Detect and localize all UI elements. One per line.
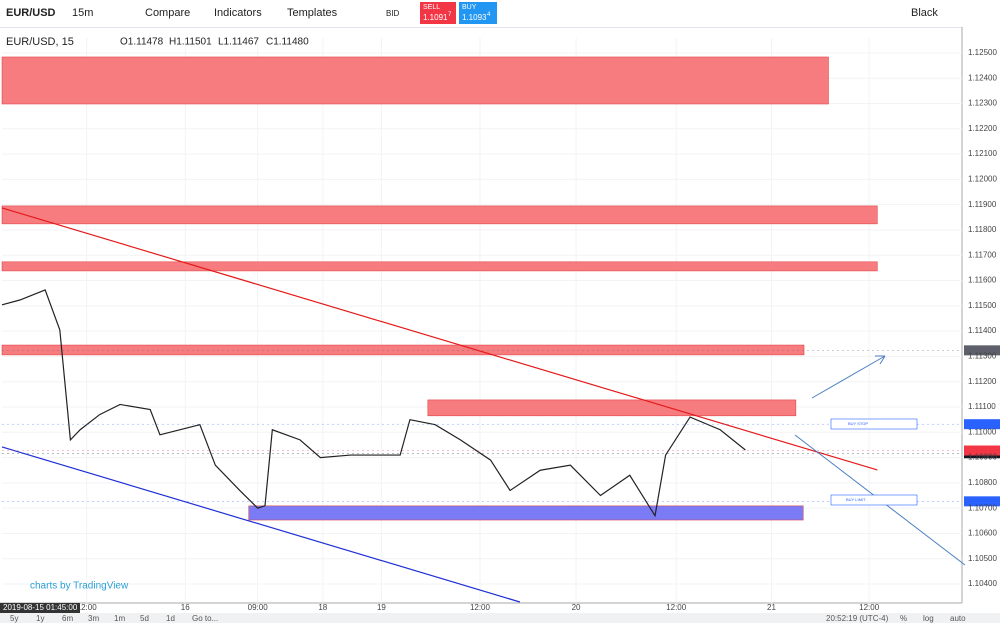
trend-line <box>1 207 878 471</box>
y-tick-label: 1.12400 <box>968 73 997 82</box>
x-tick-label: 12:00 <box>859 603 880 612</box>
y-tick-label: 1.12500 <box>968 48 997 57</box>
templates[interactable]: Templates <box>287 7 338 19</box>
x-tick-label: 18 <box>318 603 327 612</box>
y-tick-label: 1.12100 <box>968 149 997 158</box>
zone <box>427 399 797 417</box>
zone <box>1 205 878 225</box>
bottom-item[interactable]: % <box>900 614 908 623</box>
y-tick-label: 1.11600 <box>968 276 997 285</box>
y-tick-label: 1.10900 <box>968 453 997 462</box>
chart: 1.107271.109171.109281.110321.1132412:00… <box>0 27 1000 613</box>
x-tick-label: 12:00 <box>470 603 491 612</box>
trend-line <box>1 446 521 603</box>
zone <box>1 261 878 272</box>
x-tick-label: 16 <box>181 603 190 612</box>
interval[interactable]: 15m <box>72 7 94 19</box>
indicators[interactable]: Indicators <box>214 7 262 19</box>
x-tick-label: 09:00 <box>248 603 269 612</box>
legend-high: H1.11501 <box>169 37 212 48</box>
bottom-item[interactable]: 3m <box>88 614 100 623</box>
legend-close: C1.11480 <box>266 37 309 48</box>
x-tick-label: 12:00 <box>666 603 687 612</box>
plot <box>1 38 962 603</box>
legend-open: O1.11478 <box>120 37 164 48</box>
price-badge <box>964 345 1000 356</box>
y-tick-label: 1.10600 <box>968 529 997 538</box>
theme[interactable]: Black <box>911 7 938 19</box>
y-tick-label: 1.10800 <box>968 478 997 487</box>
sell-pip: 7 <box>448 12 452 18</box>
bottom-item[interactable]: 5d <box>140 614 149 623</box>
bottom-item[interactable]: log <box>923 614 934 623</box>
y-tick-label: 1.11300 <box>968 352 997 361</box>
y-tick-label: 1.11800 <box>968 225 997 234</box>
compare[interactable]: Compare <box>145 7 191 19</box>
price-axis <box>962 27 1000 613</box>
y-tick-label: 1.10500 <box>968 554 997 563</box>
arrow <box>811 355 886 399</box>
toolbar: EUR/USD 15m Compare Indicators Templates… <box>0 0 1000 28</box>
buy-label: BUY <box>462 4 477 11</box>
y-tick-label: 1.11500 <box>968 301 997 310</box>
price-badge <box>964 445 1000 456</box>
watermark: charts by TradingView <box>30 581 129 592</box>
y-tick-label: 1.12300 <box>968 99 997 108</box>
price-line <box>1 289 746 518</box>
bottom-item[interactable]: Go to... <box>192 614 219 623</box>
bottom-bar: 5y 1y 6m 3m 1m 5d 1d Go to... 20:52:19 (UTC-4)% l… <box>0 613 1000 623</box>
cursor-date: 2019-08-15 01:45:00 <box>3 603 78 612</box>
y-tick-label: 1.12200 <box>968 124 997 133</box>
zone <box>1 344 805 356</box>
sell-label: SELL <box>423 4 441 11</box>
bottom-item: 20:52:19 (UTC-4) <box>826 614 889 623</box>
y-tick-label: 1.10400 <box>968 579 997 588</box>
zone <box>1 56 829 105</box>
bottom-item[interactable]: 1y <box>36 614 45 623</box>
y-tick-label: 1.11700 <box>968 250 997 259</box>
y-tick-label: 1.11100 <box>968 402 996 411</box>
buy-pip: 4 <box>487 12 491 18</box>
y-tick-label: 1.12000 <box>968 174 997 183</box>
y-tick-label: 1.10700 <box>968 503 997 512</box>
bottom-item[interactable]: 1d <box>166 614 175 623</box>
bottom-item[interactable]: 1m <box>114 614 126 623</box>
cursor-date-badge <box>0 603 80 613</box>
x-tick-label: 19 <box>377 603 386 612</box>
x-tick-label: 21 <box>767 603 776 612</box>
legend-low: L1.11467 <box>218 37 259 48</box>
order-label: BUY STOP <box>848 421 868 426</box>
order-label: BUY LIMIT <box>846 497 866 502</box>
sell-price: 1.1091 <box>423 13 448 22</box>
y-tick-label: 1.11400 <box>968 326 997 335</box>
buy-price: 1.1093 <box>462 13 487 22</box>
bottom-item[interactable]: 6m <box>62 614 74 623</box>
x-tick-label: 20 <box>572 603 581 612</box>
price-badge <box>964 496 1000 507</box>
sell-button[interactable]: SELL 1.1091 7 <box>420 2 456 24</box>
buy-button[interactable]: BUY 1.1093 4 <box>459 2 497 24</box>
price-type[interactable]: BID <box>386 9 400 18</box>
legend-symbol: EUR/USD, 15 <box>6 36 74 48</box>
y-tick-label: 1.11200 <box>968 377 997 386</box>
order-widget[interactable] <box>830 494 918 506</box>
x-tick-label: 12:00 <box>77 603 98 612</box>
bottom-item[interactable]: auto <box>950 614 966 623</box>
y-tick-label: 1.11000 <box>968 427 997 436</box>
zone <box>248 505 804 521</box>
symbol[interactable]: EUR/USD <box>6 7 56 19</box>
y-tick-label: 1.11900 <box>968 200 997 209</box>
price-badge <box>964 419 1000 430</box>
order-widget[interactable] <box>830 418 918 430</box>
bottom-item[interactable]: 5y <box>10 614 19 623</box>
